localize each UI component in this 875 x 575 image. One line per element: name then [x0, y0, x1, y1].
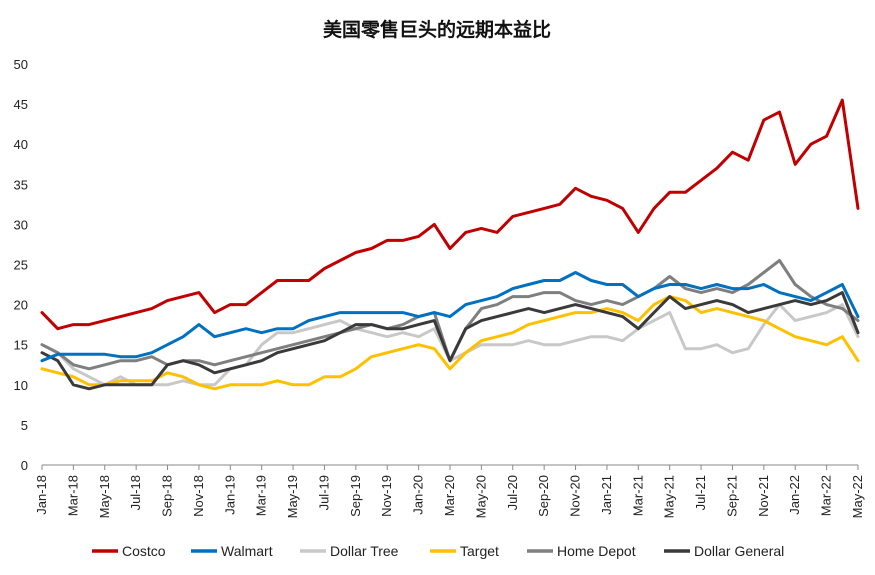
x-tick-label: Mar-20 — [442, 475, 457, 516]
legend-label-target: Target — [460, 543, 499, 559]
y-tick-label: 20 — [14, 298, 28, 313]
x-tick-label: May-19 — [285, 475, 300, 518]
y-axis: 0 5 10 15 20 25 30 35 40 45 50 — [14, 57, 28, 473]
x-tick-label: Sep-19 — [348, 475, 363, 517]
legend: Costco Walmart Dollar Tree Target Home Depot… — [92, 543, 784, 559]
y-tick-label: 30 — [14, 217, 28, 232]
y-tick-label: 0 — [21, 458, 28, 473]
x-tick-label: Jan-20 — [411, 475, 426, 515]
x-tick-label: Mar-18 — [65, 475, 80, 516]
x-tick-label: Jan-19 — [222, 475, 237, 515]
series-line-walmart — [40, 271, 860, 363]
chart-title: 美国零售巨头的远期本益比 — [323, 18, 551, 41]
legend-label-home-depot: Home Depot — [557, 543, 636, 559]
x-tick-label: Jul-21 — [693, 475, 708, 510]
x-tick-label: Sep-20 — [536, 475, 551, 517]
x-tick-label: Jan-22 — [787, 475, 802, 515]
x-tick-label: Jan-18 — [34, 475, 49, 515]
x-tick-label: Nov-19 — [379, 475, 394, 517]
x-tick-label: Nov-18 — [191, 475, 206, 517]
x-tick-label: May-18 — [97, 475, 112, 518]
series-line-target — [40, 295, 860, 391]
x-tick-label: Mar-22 — [819, 475, 834, 516]
x-tick-label: Jul-20 — [505, 475, 520, 510]
x-tick-label: May-21 — [662, 475, 677, 518]
x-tick-label: Jul-18 — [128, 475, 143, 510]
legend-label-dollar-general: Dollar General — [694, 543, 784, 559]
y-tick-label: 25 — [14, 258, 28, 273]
series-line-costco — [40, 98, 860, 331]
x-tick-label: Nov-20 — [568, 475, 583, 517]
x-tick-label: Nov-21 — [756, 475, 771, 517]
plot-area — [40, 98, 860, 391]
series-line-dollar-general — [40, 291, 860, 391]
legend-label-dollar-tree: Dollar Tree — [330, 543, 399, 559]
legend-label-walmart: Walmart — [221, 543, 273, 559]
x-tick-label: Jan-21 — [599, 475, 614, 515]
x-tick-label: May-20 — [473, 475, 488, 518]
y-tick-label: 5 — [21, 418, 28, 433]
y-tick-label: 40 — [14, 137, 28, 152]
x-tick-label: Mar-19 — [254, 475, 269, 516]
x-tick-label: Sep-18 — [160, 475, 175, 517]
y-tick-label: 45 — [14, 97, 28, 112]
y-tick-label: 50 — [14, 57, 28, 72]
y-tick-label: 10 — [14, 378, 28, 393]
legend-label-costco: Costco — [122, 543, 166, 559]
y-tick-label: 15 — [14, 338, 28, 353]
x-tick-label: May-22 — [850, 475, 865, 518]
x-axis: Jan-18 Mar-18 May-18 Jul-18 Sep-18 Nov-18 Jan-… — [34, 464, 865, 518]
y-tick-label: 35 — [14, 177, 28, 192]
x-tick-label: Mar-21 — [630, 475, 645, 516]
x-tick-label: Sep-21 — [724, 475, 739, 517]
x-tick-label: Jul-19 — [316, 475, 331, 510]
